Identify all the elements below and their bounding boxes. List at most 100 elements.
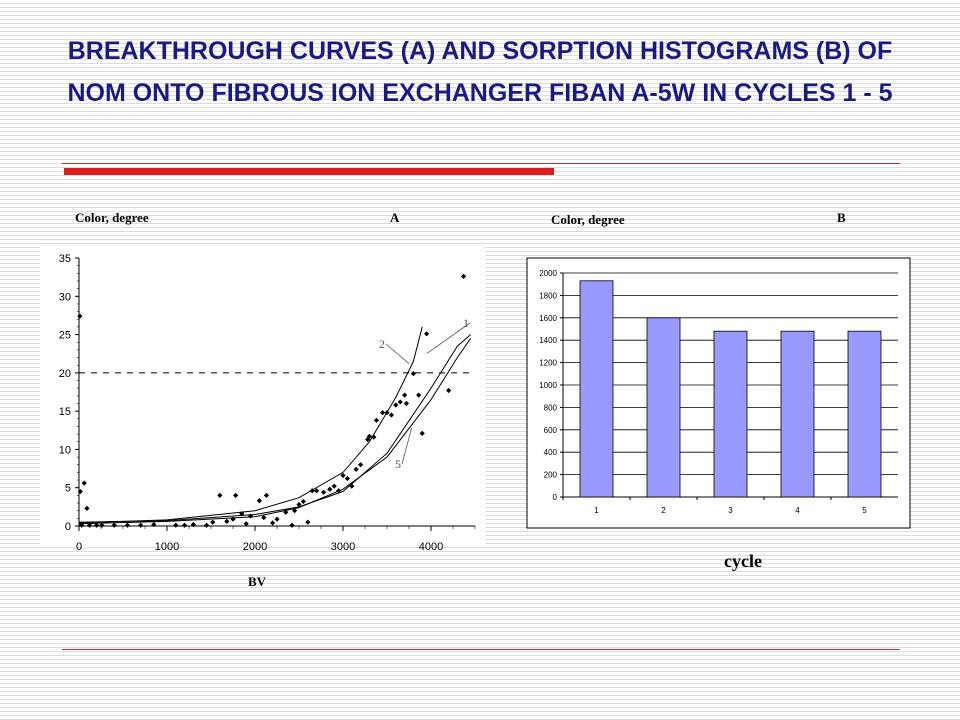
chart-a-point	[230, 516, 236, 522]
chart-a-point	[416, 392, 422, 398]
chart-a-point	[270, 520, 276, 526]
chart-a-curve-label: 5	[395, 457, 401, 471]
chart-a-point	[388, 412, 394, 418]
chart-a-curve-5	[78, 338, 472, 525]
chart-a-y-tick-label: 10	[59, 444, 71, 456]
chart-b-y-tick-label: 1600	[539, 314, 557, 323]
chart-a-point	[358, 462, 364, 468]
chart-a-point	[182, 522, 188, 528]
chart-b-y-tick-label: 200	[544, 471, 558, 480]
chart-a-point	[248, 513, 254, 519]
chart-a-point	[283, 509, 289, 515]
chart-a-point	[353, 466, 359, 472]
chart-b-bar	[780, 330, 815, 498]
chart-a-point	[224, 518, 230, 525]
chart-b-ylabel: Color, degree	[551, 212, 625, 227]
chart-a-curve-label: 2	[379, 337, 385, 351]
chart-a-point	[327, 486, 333, 492]
chart-a-y-tick-label: 35	[59, 253, 71, 265]
chart-b-y-tick-label: 1200	[539, 359, 557, 368]
chart-a-point	[309, 488, 315, 494]
chart-a-point	[349, 483, 355, 489]
chart-a-x-tick-label: 1000	[155, 541, 179, 553]
chart-a-point	[173, 522, 179, 528]
chart-a-point	[300, 498, 306, 505]
title-divider-thin	[62, 163, 900, 164]
chart-a-point	[111, 522, 117, 528]
chart-a-ylabel: Color, degree	[75, 210, 149, 225]
chart-b-y-tick-label: 2000	[539, 269, 557, 278]
chart-b-x-tick-label: 2	[661, 506, 666, 515]
chart-a-y-tick-label: 25	[59, 330, 71, 342]
chart-b-y-tick-label: 1800	[539, 291, 557, 300]
chart-a-point	[366, 433, 372, 440]
chart-a-y-tick-label: 30	[59, 291, 71, 303]
chart-a-point	[373, 417, 380, 423]
chart-a-point	[393, 402, 399, 408]
chart-a-point	[274, 516, 280, 522]
chart-b-y-tick-label: 600	[544, 426, 558, 435]
chart-a-x-tick-label: 4000	[419, 541, 443, 553]
chart-a-point	[380, 410, 386, 416]
chart-a-point	[424, 331, 430, 337]
chart-a-point	[77, 488, 83, 495]
chart-a-curve-2	[78, 326, 423, 524]
chart-a-point	[403, 400, 409, 407]
chart-b-bar	[579, 280, 614, 498]
chart-a-point	[296, 501, 302, 508]
chart-a-point	[402, 392, 408, 398]
chart-a-point	[410, 371, 416, 377]
chart-b-y-tick-label: 800	[544, 403, 558, 412]
chart-b-panel-label: B	[837, 210, 846, 225]
chart-a-point	[138, 522, 144, 528]
chart-a-point	[397, 399, 403, 405]
chart-a-point	[344, 475, 350, 482]
chart-b-y-tick-label: 400	[544, 448, 558, 457]
chart-a-point	[261, 514, 267, 521]
chart-a-curve-label-leader	[426, 322, 471, 355]
chart-a-y-tick-label: 15	[59, 406, 71, 418]
chart-a-point	[79, 522, 85, 528]
chart-b-bar	[847, 330, 882, 498]
chart-a-point	[292, 508, 298, 514]
chart-a-point	[305, 519, 311, 525]
chart-a-point	[210, 519, 216, 525]
chart-a-point	[331, 483, 337, 489]
chart-a-point	[84, 505, 90, 511]
chart-b-y-tick-label: 1000	[539, 381, 557, 390]
chart-a-y-tick-label: 5	[65, 483, 71, 495]
chart-a-point	[81, 480, 87, 486]
chart-a-point	[77, 313, 83, 319]
chart-b-y-tick-label: 1400	[539, 336, 557, 345]
chart-a-point	[263, 492, 270, 498]
footer-divider	[62, 649, 900, 650]
chart-a-point	[460, 273, 467, 279]
title-divider-thick	[64, 168, 554, 175]
chart-b-xlabel: cycle	[724, 551, 762, 571]
chart-a-background	[40, 246, 485, 546]
chart-b-x-tick-label: 1	[594, 506, 599, 515]
chart-b-x-tick-label: 5	[862, 506, 867, 515]
chart-a-y-tick-label: 0	[65, 521, 71, 533]
chart-a-point	[314, 488, 320, 494]
chart-a-point	[151, 521, 157, 528]
chart-b-y-tick-label: 0	[553, 493, 558, 502]
chart-b-bar	[713, 330, 748, 498]
chart-a-curve-label-leader	[401, 427, 413, 465]
chart-a-point	[94, 522, 100, 528]
chart-a-x-tick-label: 2000	[243, 541, 267, 553]
chart-a-point	[217, 492, 223, 498]
chart-a-point	[99, 522, 105, 528]
chart-a-point	[340, 472, 346, 479]
chart-a-x-tick-label: 0	[76, 541, 82, 553]
chart-a-curve-1	[78, 334, 471, 523]
chart-b-bar	[646, 317, 681, 498]
chart-a-point	[371, 434, 377, 440]
chart-a-panel-label: A	[390, 210, 400, 225]
chart-a-point	[233, 492, 239, 498]
chart-a-xlabel: BV	[248, 574, 267, 589]
chart-a-curve-label-leader	[385, 343, 410, 364]
chart-a-point	[289, 522, 295, 528]
